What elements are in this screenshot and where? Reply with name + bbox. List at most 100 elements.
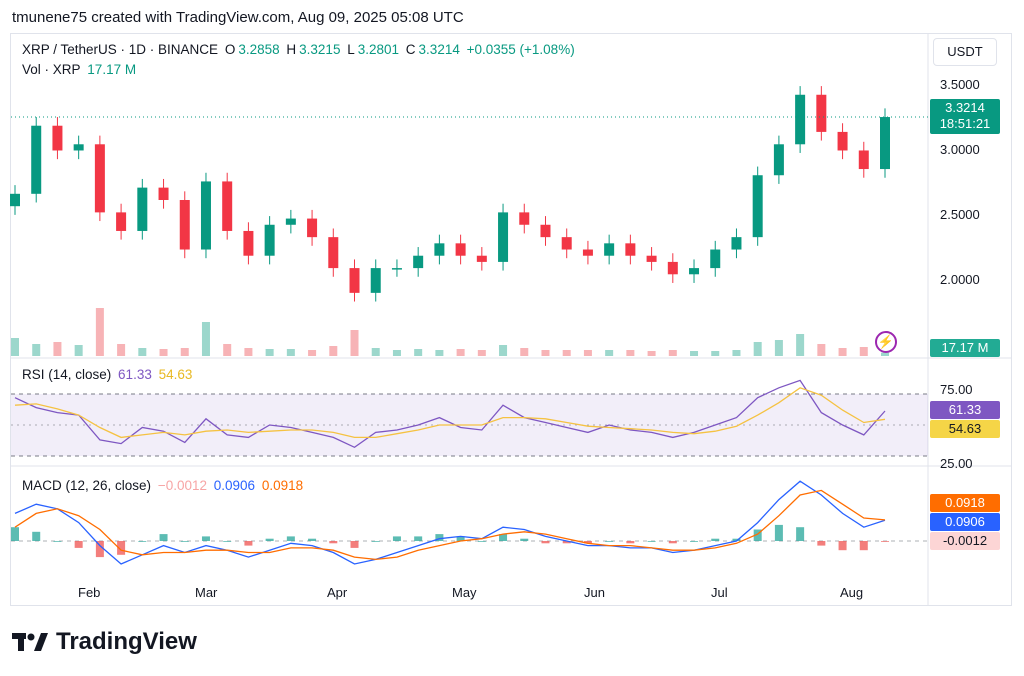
candle-body (689, 268, 700, 275)
lightning-icon[interactable]: ⚡ (875, 331, 897, 353)
macd-hist-value: −0.0012 (157, 478, 207, 493)
macd-hist-bar (817, 541, 826, 546)
volume-bar (605, 350, 614, 356)
candle-body (625, 243, 636, 256)
candle-body (710, 249, 721, 269)
macd-hist-bar (53, 541, 62, 542)
volume-bar (159, 349, 168, 356)
volume-bar (838, 348, 847, 356)
macd-hist-bar (753, 529, 762, 541)
close-value: 3.3214 (418, 42, 460, 57)
month-label: Apr (327, 585, 348, 600)
volume-bar (520, 348, 529, 356)
low-label: L (347, 42, 355, 57)
volume-bar (329, 346, 338, 356)
macd-value: 0.0906 (213, 478, 256, 493)
candle-body (243, 230, 254, 256)
volume-bar (223, 344, 232, 356)
rsi-line (14, 379, 886, 449)
rsi-legend: RSI (14, close) 61.33 54.63 (22, 367, 195, 382)
rsi-label: RSI (14, close) (22, 367, 112, 382)
macd-hist-bar (159, 534, 168, 541)
candle-body (200, 181, 211, 250)
bar-countdown: 18:51:21 (939, 116, 991, 131)
candle-body (307, 218, 318, 238)
candle-body (476, 255, 487, 262)
macd-hist-bar (435, 534, 444, 541)
macd-hist-bar (11, 527, 19, 541)
month-label: Aug (840, 585, 864, 600)
candle-body (455, 243, 466, 256)
candle-body (52, 125, 63, 151)
candle-body (582, 249, 593, 256)
macd-signal-tag: 0.0918 (930, 494, 1000, 512)
candle-body (264, 224, 275, 256)
volume-bar (859, 347, 868, 356)
volume-bar (53, 342, 62, 356)
macd-hist-bar (838, 541, 847, 551)
macd-hist-bar (456, 536, 465, 541)
volume-bar (74, 345, 83, 356)
candle-body (179, 200, 190, 250)
volume-bar (562, 350, 571, 356)
volume-label: Vol · XRP (22, 62, 81, 77)
macd-hist-bar (881, 541, 889, 542)
candle-body (880, 117, 890, 170)
candle-body (561, 237, 572, 250)
macd-hist-bar (562, 541, 571, 544)
macd-line (14, 480, 886, 565)
volume-bar (414, 349, 423, 356)
brand-name: TradingView (56, 628, 197, 655)
macd-label: MACD (12, 26, close) (22, 478, 152, 493)
candle-body (434, 243, 445, 256)
candle-body (391, 268, 402, 270)
volume-bar (308, 350, 317, 356)
macd-hist-bar (308, 538, 317, 541)
macd-hist-bar (265, 538, 274, 541)
macd-legend: MACD (12, 26, close) −0.0012 0.0906 0.09… (22, 478, 306, 493)
macd-hist-bar (244, 541, 253, 546)
candle-body (752, 175, 763, 238)
candle-body (498, 212, 509, 262)
volume-legend: Vol · XRP 17.17 M (22, 62, 139, 77)
macd-hist-bar (201, 536, 210, 541)
macd-hist-bar (690, 541, 699, 542)
macd-hist-bar (732, 538, 741, 541)
volume-bar (817, 344, 826, 356)
macd-hist-bar (711, 538, 720, 541)
candle-body (73, 144, 84, 151)
candle-body (773, 144, 784, 176)
last-price: 3.3214 (945, 100, 985, 115)
month-label: Jul (711, 585, 728, 600)
macd-hist-bar (329, 541, 338, 544)
rsi-value-tag: 61.33 (930, 401, 1000, 419)
macd-hist-bar (392, 536, 401, 541)
volume-bar (201, 322, 210, 356)
macd-hist-bar (223, 541, 232, 542)
last-price-tag: 3.3214 18:51:21 (930, 99, 1000, 134)
candle-body (137, 187, 148, 231)
month-label: May (452, 585, 477, 600)
macd-hist-bar (95, 541, 104, 558)
volume-bar (732, 350, 741, 356)
candle-body (604, 243, 615, 256)
volume-bar (11, 338, 19, 356)
volume-bar (626, 350, 635, 356)
currency-button[interactable]: USDT (933, 38, 997, 66)
tradingview-brand[interactable]: TradingView (12, 628, 197, 656)
candle-body (731, 237, 742, 250)
volume-bar (350, 330, 359, 356)
candle-body (328, 237, 339, 269)
price-tick: 3.5000 (940, 77, 980, 92)
macd-hist-bar (647, 541, 656, 542)
high-value: 3.3215 (299, 42, 341, 57)
macd-signal-line (14, 489, 886, 561)
macd-hist-bar (520, 538, 529, 541)
volume-bar (647, 351, 656, 356)
macd-hist-bar (605, 541, 614, 542)
macd-hist-bar (477, 541, 486, 542)
macd-signal-value: 0.0918 (261, 478, 304, 493)
change-value: +0.0355 (+1.08%) (466, 42, 575, 57)
